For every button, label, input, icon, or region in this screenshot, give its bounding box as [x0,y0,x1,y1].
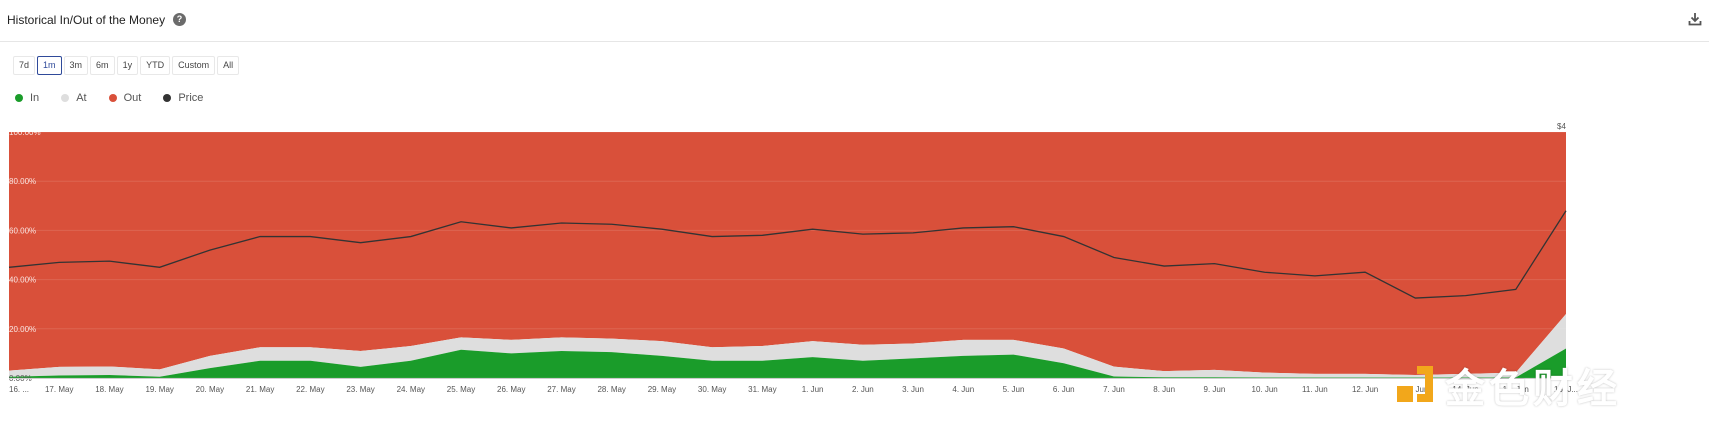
x-tick-label: 27. May [547,385,575,394]
range-btn-ytd[interactable]: YTD [140,56,171,75]
x-tick-label: 15. Jun [1503,385,1529,394]
x-tick-label: 7. Jun [1103,385,1125,394]
x-tick-label: 29. May [648,385,676,394]
x-tick-label: 4. Jun [952,385,974,394]
x-tick-label: 21. May [246,385,274,394]
range-btn-7d[interactable]: 7d [13,56,36,75]
watermark-text: 金色财经 [1445,366,1621,412]
watermark-logo-icon [1397,366,1433,402]
legend-item-out[interactable]: Out [108,92,142,104]
chart-legend: In At Out Price [15,92,203,104]
y-tick-label: 20.00% [9,325,36,334]
x-tick-label: 18. May [95,385,123,394]
range-btn-1y[interactable]: 1y [116,56,139,75]
chart-title: Historical In/Out of the Money [7,13,166,27]
legend-dot-out [108,94,117,102]
y-tick-label: 40.00% [9,276,36,285]
x-tick-label: 9. Jun [1204,385,1226,394]
x-tick-label: 12. Jun [1352,385,1378,394]
range-btn-1m[interactable]: 1m [37,56,62,75]
legend-item-price[interactable]: Price [163,92,203,104]
range-btn-6m[interactable]: 6m [90,56,115,75]
x-tick-label: 20. May [196,385,224,394]
x-tick-label: 25. May [447,385,475,394]
range-btn-all[interactable]: All [217,56,240,75]
legend-label-at: At [76,92,87,104]
legend-dot-price [163,94,172,102]
x-tick-label: 16. ... [9,385,29,394]
x-tick-label: 13. Jun [1402,385,1428,394]
x-tick-label: 31. May [748,385,776,394]
help-icon[interactable]: ? [173,13,186,26]
legend-label-in: In [30,92,40,104]
x-tick-label: 16. J... [1554,385,1578,394]
x-tick-label: 3. Jun [902,385,924,394]
chart-header: Historical In/Out of the Money ? [0,0,1709,42]
x-tick-label: 14. Jun [1452,385,1478,394]
area-series-out [9,132,1566,376]
x-tick-label: 6. Jun [1053,385,1075,394]
x-tick-label: 24. May [397,385,425,394]
x-tick-label: 19. May [145,385,173,394]
area-series-in [9,348,1566,378]
x-tick-label: 10. Jun [1252,385,1278,394]
x-tick-label: 5. Jun [1003,385,1025,394]
area-series-at [9,314,1566,378]
legend-dot-in [15,94,23,102]
legend-item-at[interactable]: At [61,92,87,104]
x-tick-label: 23. May [346,385,374,394]
x-tick-label: 30. May [698,385,726,394]
range-selector: 7d 1m 3m 6m 1y YTD Custom All [13,56,240,76]
x-tick-label: 22. May [296,385,324,394]
price-line [8,210,1567,299]
x-tick-label: 2. Jun [852,385,874,394]
legend-item-in[interactable]: In [15,92,39,104]
legend-dot-at [61,94,70,102]
y2-tick-label: $4 [1557,122,1566,131]
x-tick-label: 17. May [45,385,73,394]
y-tick-label: 80.00% [9,177,36,186]
legend-label-price: Price [178,92,204,104]
y-tick-label: 60.00% [9,226,36,235]
x-tick-label: 28. May [597,385,625,394]
download-icon[interactable] [1688,12,1702,26]
x-tick-label: 26. May [497,385,525,394]
x-tick-label: 11. Jun [1302,385,1328,394]
range-btn-3m[interactable]: 3m [63,56,89,75]
watermark: 金色财经 [1395,356,1621,414]
x-tick-label: 1. Jun [802,385,824,394]
y-tick-label: 100.00% [9,128,41,137]
x-tick-label: 8. Jun [1153,385,1175,394]
range-btn-custom[interactable]: Custom [172,56,216,75]
legend-label-out: Out [123,92,142,104]
